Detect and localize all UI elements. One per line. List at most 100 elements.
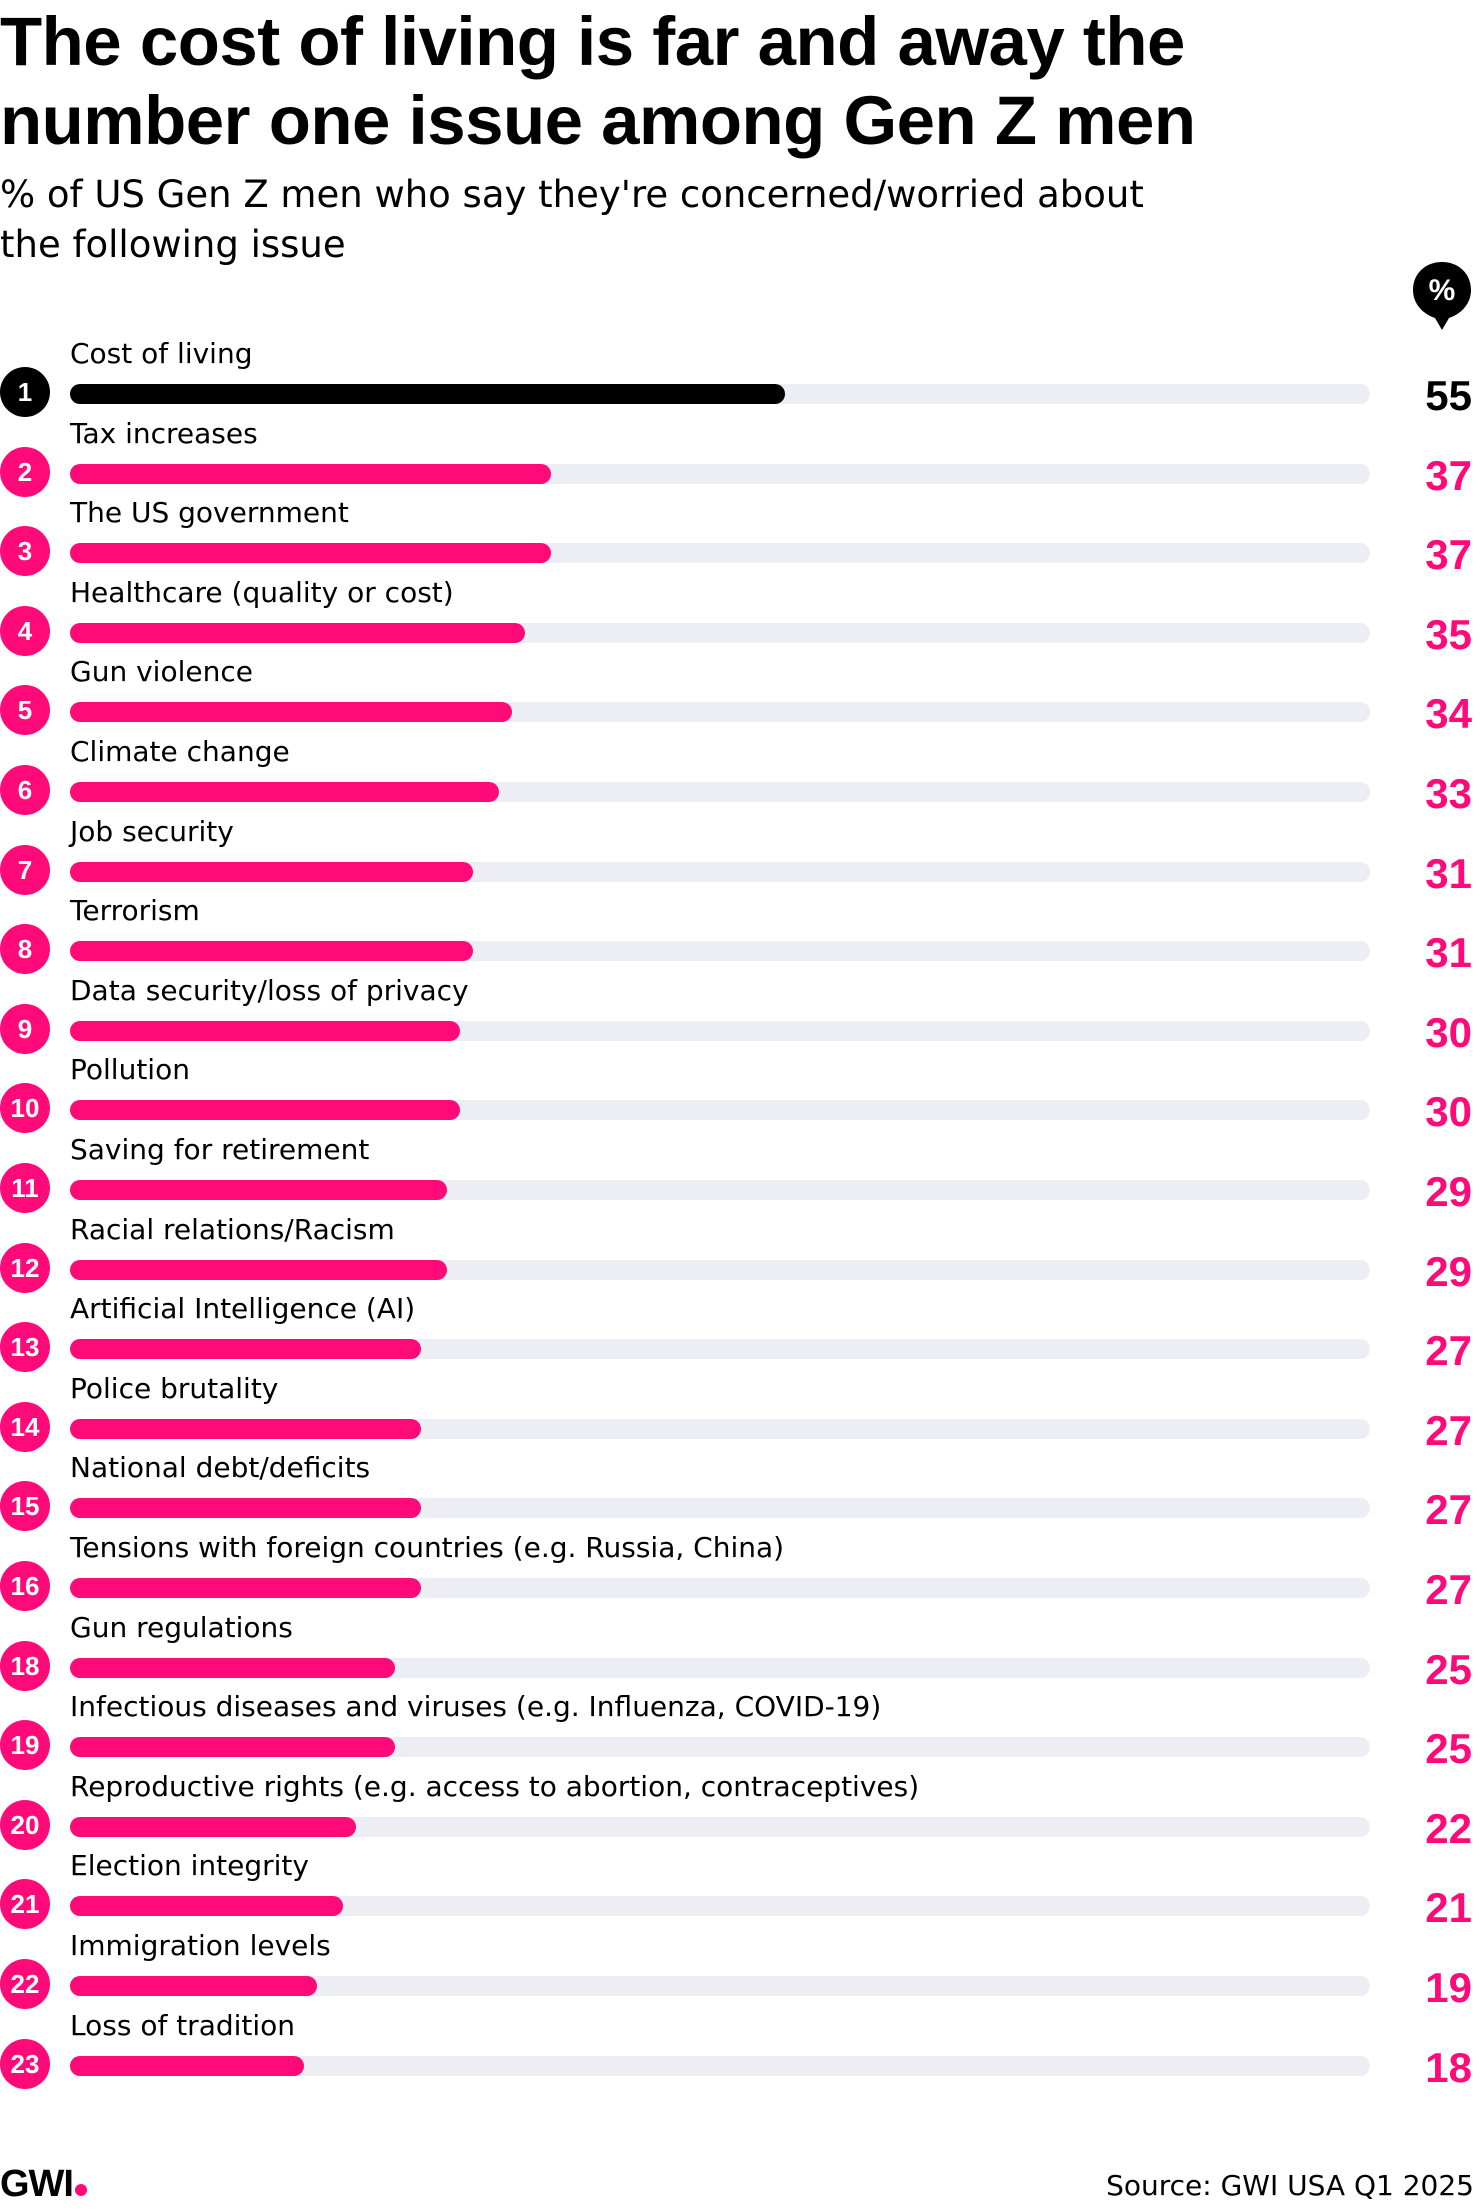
bar: [70, 1021, 460, 1041]
bar-row: 14 Police brutality 27: [0, 1372, 1480, 1454]
bar: [70, 543, 551, 563]
bar: [70, 1498, 421, 1518]
bar-row: 19 Infectious diseases and viruses (e.g. …: [0, 1690, 1480, 1772]
bar-track: [70, 1100, 1370, 1120]
bar-track: [70, 1976, 1370, 1996]
bar: [70, 941, 473, 961]
bar-track: [70, 862, 1370, 882]
rank-badge: 5: [0, 685, 50, 735]
category-label: Gun regulations: [70, 1611, 293, 1644]
brand-logo-text: GWI: [0, 2163, 74, 2205]
rank-badge: 16: [0, 1561, 50, 1611]
bar-row: 16 Tensions with foreign countries (e.g. …: [0, 1531, 1480, 1613]
rank-badge: 3: [0, 526, 50, 576]
category-label: Saving for retirement: [70, 1133, 370, 1166]
brand-logo: GWI: [0, 2162, 87, 2206]
category-label: Job security: [70, 815, 234, 848]
value-label: 55: [1425, 372, 1472, 419]
value-label: 37: [1425, 531, 1472, 578]
bar: [70, 702, 512, 722]
bar-row: 22 Immigration levels 19: [0, 1929, 1480, 2011]
rank-badge: 19: [0, 1720, 50, 1770]
bar-track: [70, 1896, 1370, 1916]
value-label: 25: [1425, 1646, 1472, 1693]
value-label: 31: [1425, 929, 1472, 976]
chart-title: The cost of living is far and away the n…: [0, 3, 1196, 159]
chart-subtitle: % of US Gen Z men who say they're concer…: [0, 173, 1144, 266]
bar-row: 8 Terrorism 31: [0, 894, 1480, 976]
value-label: 27: [1425, 1566, 1472, 1613]
bar: [70, 1976, 317, 1996]
rank-badge: 7: [0, 845, 50, 895]
bar: [70, 1737, 395, 1757]
value-label: 31: [1425, 850, 1472, 897]
value-label: 30: [1425, 1088, 1472, 1135]
bar-row: 21 Election integrity 21: [0, 1849, 1480, 1931]
value-label: 30: [1425, 1009, 1472, 1056]
bar: [70, 1658, 395, 1678]
bar-row: 2 Tax increases 37: [0, 417, 1480, 499]
bar-track: [70, 1180, 1370, 1200]
bar-track: [70, 782, 1370, 802]
rank-badge: 20: [0, 1800, 50, 1850]
category-label: Immigration levels: [70, 1929, 331, 1962]
bar-row: 18 Gun regulations 25: [0, 1611, 1480, 1693]
bar-row: 23 Loss of tradition 18: [0, 2009, 1480, 2091]
bar-track: [70, 1817, 1370, 1837]
category-label: Police brutality: [70, 1372, 279, 1405]
value-label: 33: [1425, 770, 1472, 817]
category-label: The US government: [70, 496, 349, 529]
bar-track: [70, 1339, 1370, 1359]
source-note: Source: GWI USA Q1 2025: [1106, 2169, 1474, 2202]
category-label: Infectious diseases and viruses (e.g. In…: [70, 1690, 882, 1723]
bar: [70, 384, 785, 404]
category-label: Reproductive rights (e.g. access to abor…: [70, 1770, 920, 1803]
category-label: Tax increases: [70, 417, 258, 450]
rank-badge: 2: [0, 447, 50, 497]
bar: [70, 1260, 447, 1280]
bar: [70, 1339, 421, 1359]
value-label: 25: [1425, 1725, 1472, 1772]
category-label: Healthcare (quality or cost): [70, 576, 454, 609]
value-label: 27: [1425, 1407, 1472, 1454]
bar-track: [70, 464, 1370, 484]
value-label: 35: [1425, 611, 1472, 658]
bar-track: [70, 1419, 1370, 1439]
rank-badge: 21: [0, 1879, 50, 1929]
bar: [70, 1896, 343, 1916]
bar-track: [70, 384, 1370, 404]
percent-marker-label: %: [1429, 274, 1456, 307]
bar-row: 1 Cost of living 55: [0, 337, 1480, 419]
bar: [70, 1578, 421, 1598]
value-label: 21: [1425, 1884, 1472, 1931]
value-label: 27: [1425, 1327, 1472, 1374]
value-label: 22: [1425, 1805, 1472, 1852]
bar-track: [70, 1021, 1370, 1041]
value-label: 34: [1425, 690, 1472, 737]
bar-track: [70, 2056, 1370, 2076]
rank-badge: 22: [0, 1959, 50, 2009]
bar-row: 15 National debt/deficits 27: [0, 1451, 1480, 1533]
category-label: Cost of living: [70, 337, 253, 370]
rank-badge: 8: [0, 924, 50, 974]
bar-track: [70, 1737, 1370, 1757]
rank-badge: 10: [0, 1083, 50, 1133]
bar-row: 7 Job security 31: [0, 815, 1480, 897]
category-label: National debt/deficits: [70, 1451, 371, 1484]
value-label: 37: [1425, 452, 1472, 499]
bar-track: [70, 543, 1370, 563]
bar: [70, 2056, 304, 2076]
category-label: Election integrity: [70, 1849, 309, 1882]
bar-row: 9 Data security/loss of privacy 30: [0, 974, 1480, 1056]
bar: [70, 862, 473, 882]
bar: [70, 782, 499, 802]
category-label: Racial relations/Racism: [70, 1213, 395, 1246]
bar-row: 11 Saving for retirement 29: [0, 1133, 1480, 1215]
category-label: Pollution: [70, 1053, 190, 1086]
bar: [70, 1817, 356, 1837]
bar-track: [70, 623, 1370, 643]
category-label: Data security/loss of privacy: [70, 974, 469, 1007]
category-label: Climate change: [70, 735, 290, 768]
category-label: Gun violence: [70, 655, 253, 688]
rank-badge: 23: [0, 2039, 50, 2089]
